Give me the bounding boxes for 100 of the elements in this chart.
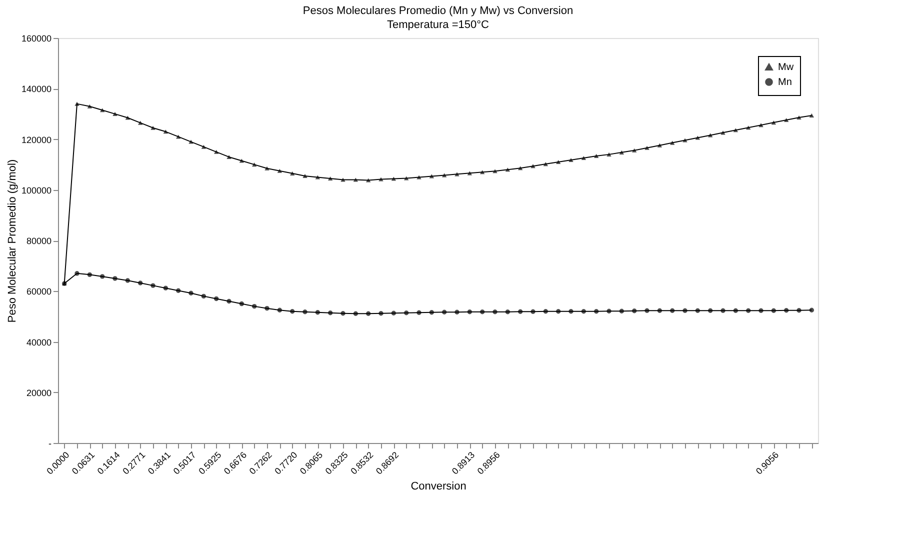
point (594, 154, 599, 158)
point (771, 308, 776, 313)
point (87, 104, 92, 108)
point (378, 311, 384, 316)
y-tick-label: 160000 (21, 34, 52, 44)
point (682, 138, 688, 142)
point (391, 310, 396, 316)
point (619, 308, 624, 314)
point (505, 168, 510, 172)
point (252, 162, 257, 167)
point (163, 130, 168, 134)
point (708, 308, 713, 313)
point (87, 272, 92, 278)
point (784, 308, 789, 313)
point (695, 308, 700, 313)
point (518, 166, 523, 170)
y-tick-label: 40000 (26, 337, 52, 348)
legend-label: Mn (778, 77, 792, 88)
point (670, 140, 675, 145)
point (746, 308, 751, 313)
point (568, 158, 574, 162)
point (366, 311, 371, 316)
point (644, 146, 650, 150)
point (226, 298, 232, 304)
point (277, 168, 282, 173)
point (796, 308, 802, 313)
point (682, 308, 688, 313)
point (264, 166, 270, 170)
point (391, 176, 396, 181)
point (429, 310, 434, 315)
point (176, 288, 181, 293)
point (290, 171, 295, 176)
point (543, 309, 548, 314)
point (125, 116, 130, 120)
point (606, 308, 612, 314)
point (467, 310, 472, 314)
point (290, 309, 295, 314)
point (340, 178, 346, 182)
point (214, 296, 219, 302)
point (366, 178, 371, 182)
point (632, 148, 637, 152)
point (416, 310, 422, 315)
point (657, 308, 662, 313)
point (112, 276, 118, 281)
point (239, 301, 244, 306)
y-tick-label: 60000 (26, 286, 52, 297)
point (125, 278, 130, 283)
point (188, 290, 194, 296)
x-axis-title: Conversion (410, 480, 466, 492)
point (454, 310, 460, 314)
point (74, 102, 80, 106)
point (657, 143, 662, 148)
point (328, 310, 333, 316)
point (150, 126, 156, 130)
point (619, 150, 624, 154)
point (784, 118, 789, 122)
point (632, 308, 637, 314)
y-axis-title: Peso Molecular Promedio (g/mol) (6, 159, 18, 323)
point (581, 156, 586, 160)
y-tick-label: 80000 (26, 236, 52, 246)
point (543, 162, 548, 166)
point (530, 164, 536, 168)
legend-label: Mw (778, 62, 794, 73)
point (277, 308, 282, 312)
point (214, 150, 219, 154)
point (568, 309, 574, 314)
point (606, 152, 612, 156)
point (302, 310, 308, 314)
point (340, 311, 346, 316)
point (353, 178, 358, 182)
point (353, 311, 358, 316)
point (758, 123, 764, 128)
point (733, 128, 738, 132)
point (138, 120, 143, 125)
point (163, 286, 168, 290)
point (201, 294, 206, 299)
point (796, 115, 802, 120)
point (720, 308, 726, 313)
point (404, 176, 409, 180)
point (505, 310, 510, 314)
point (771, 120, 776, 125)
point (264, 306, 270, 311)
point (226, 154, 232, 159)
point (670, 308, 675, 313)
point (556, 309, 561, 314)
point (758, 308, 764, 313)
point (442, 310, 447, 314)
point (201, 144, 206, 149)
point (809, 308, 814, 312)
point (581, 309, 586, 314)
point (150, 283, 156, 288)
point (239, 158, 244, 163)
point (530, 309, 536, 314)
point (695, 136, 700, 140)
y-tick-label: - (48, 438, 52, 448)
point (188, 140, 194, 144)
point (252, 304, 257, 309)
point (518, 309, 523, 314)
point (112, 112, 118, 116)
point (644, 308, 650, 313)
